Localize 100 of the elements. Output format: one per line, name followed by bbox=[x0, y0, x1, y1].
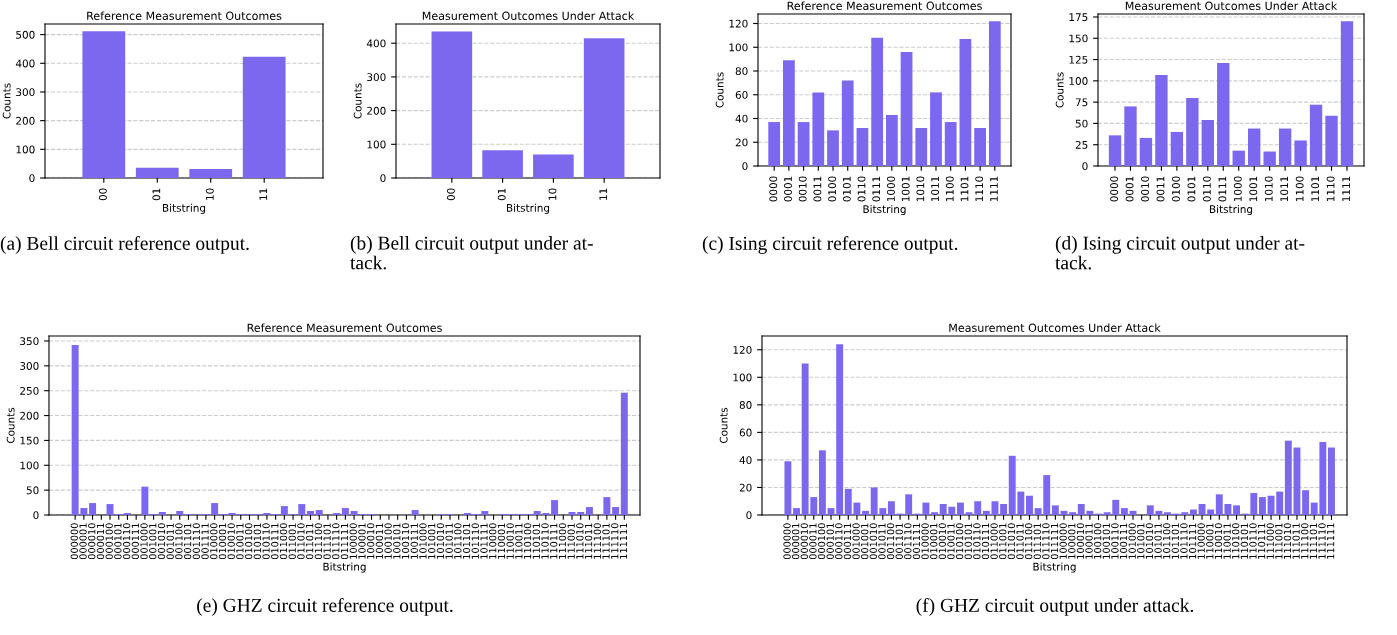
y-tick-label: 250 bbox=[20, 386, 39, 395]
x-tick-label: 0001 bbox=[1125, 176, 1134, 202]
x-tick-label: 110011 bbox=[1223, 523, 1231, 559]
y-tick-label: 120 bbox=[729, 19, 748, 28]
y-tick-label: 100 bbox=[20, 461, 39, 470]
chart-title: Measurement Outcomes Under Attack bbox=[422, 11, 635, 20]
chart-title: Reference Measurement Outcomes bbox=[787, 1, 982, 10]
bar bbox=[1155, 74, 1168, 166]
y-tick-label: 100 bbox=[729, 43, 748, 52]
bar bbox=[1233, 505, 1241, 515]
x-tick-label: 10 bbox=[205, 188, 214, 200]
x-tick-label: 000101 bbox=[114, 523, 122, 560]
bar bbox=[1325, 115, 1338, 166]
bar bbox=[1278, 128, 1292, 166]
bar bbox=[1170, 131, 1184, 166]
bar bbox=[1207, 509, 1215, 515]
x-tick-label: 000010 bbox=[88, 523, 96, 560]
bar bbox=[768, 122, 781, 166]
x-tick-label: 0010 bbox=[1141, 176, 1149, 202]
x-tick-label: 001001 bbox=[149, 523, 157, 560]
bar bbox=[1302, 490, 1310, 515]
x-tick-label: 01 bbox=[152, 188, 161, 201]
x-tick-label: 100000 bbox=[349, 523, 357, 559]
x-tick-label: 110010 bbox=[1214, 523, 1223, 559]
bar bbox=[1217, 62, 1230, 166]
bar bbox=[482, 150, 523, 178]
x-tick-label: 000000 bbox=[783, 523, 791, 560]
x-tick-label: 100000 bbox=[1059, 523, 1067, 559]
x-tick-label: 110111 bbox=[1257, 523, 1266, 559]
bar bbox=[887, 501, 895, 515]
x-tick-label: 001010 bbox=[869, 523, 877, 560]
x-tick-label: 100001 bbox=[358, 523, 366, 559]
x-tick-label: 100110 bbox=[401, 523, 410, 559]
bar bbox=[585, 507, 593, 515]
bar bbox=[158, 512, 166, 515]
bar bbox=[307, 511, 314, 515]
bar bbox=[988, 21, 1001, 166]
x-tick-label: 111000 bbox=[558, 523, 567, 559]
x-tick-label: 110101 bbox=[1240, 523, 1249, 559]
bar bbox=[1051, 505, 1059, 515]
bar bbox=[982, 510, 990, 515]
x-tick-label: 0000 bbox=[1110, 176, 1119, 202]
x-tick-label: 0111 bbox=[872, 176, 881, 202]
bar bbox=[944, 122, 957, 166]
bar bbox=[82, 31, 126, 178]
y-tick-label: 50 bbox=[1075, 119, 1088, 128]
bar bbox=[783, 60, 795, 166]
x-tick-label: 000011 bbox=[96, 523, 105, 560]
x-tick-label: 011011 bbox=[1016, 523, 1024, 560]
x-tick-label: 000100 bbox=[105, 523, 113, 560]
y-axis-title: Counts bbox=[2, 83, 11, 119]
x-tick-label: 011010 bbox=[297, 523, 305, 560]
x-tick-label: 010010 bbox=[227, 523, 235, 560]
bar bbox=[1309, 104, 1323, 166]
text: (a) Bell circuit reference output. bbox=[0, 236, 249, 254]
y-tick-label: 150 bbox=[20, 436, 39, 445]
x-tick-label: 0111 bbox=[1218, 176, 1227, 202]
x-axis-title: Bitstring bbox=[1033, 562, 1076, 573]
x-tick-label: 111101 bbox=[602, 523, 610, 559]
x-tick-label: 111111 bbox=[1327, 523, 1335, 559]
x-tick-label: 110010 bbox=[506, 523, 514, 559]
y-tick-label: 400 bbox=[15, 59, 35, 68]
bar bbox=[1069, 512, 1077, 515]
bar bbox=[189, 169, 233, 178]
x-tick-label: 000010 bbox=[800, 523, 808, 560]
bar bbox=[1120, 508, 1128, 515]
bar bbox=[1124, 106, 1137, 166]
x-tick-label: 1101 bbox=[1311, 176, 1320, 202]
x-tick-label: 101101 bbox=[462, 523, 471, 559]
y-tick-label: 0 bbox=[746, 511, 752, 520]
x-tick-label: 110100 bbox=[523, 523, 532, 559]
x-tick-label: 101110 bbox=[1180, 523, 1188, 559]
x-tick-label: 110110 bbox=[1249, 523, 1257, 559]
text: (c) Ising circuit reference output. bbox=[702, 236, 958, 254]
y-tick-label: 20 bbox=[735, 138, 748, 147]
y-tick-label: 20 bbox=[739, 483, 752, 492]
x-tick-label: 0110 bbox=[857, 176, 866, 202]
x-tick-label: 110101 bbox=[532, 523, 540, 559]
bar bbox=[1201, 120, 1214, 166]
bar bbox=[1328, 447, 1335, 515]
x-tick-label: 1110 bbox=[975, 176, 984, 202]
x-tick-label: 011110 bbox=[332, 523, 340, 560]
y-tick-label: 80 bbox=[739, 401, 752, 409]
x-tick-label: 1011 bbox=[931, 176, 940, 202]
x-tick-label: 100010 bbox=[1076, 523, 1085, 559]
y-tick-label: 25 bbox=[1075, 140, 1088, 149]
x-tick-label: 101111 bbox=[480, 523, 488, 559]
bar bbox=[612, 507, 620, 515]
x-tick-label: 1001 bbox=[1249, 176, 1258, 202]
x-tick-label: 0110 bbox=[1202, 176, 1211, 202]
x-tick-label: 101010 bbox=[436, 523, 445, 559]
x-axis-title: Bitstring bbox=[507, 203, 550, 214]
x-tick-label: 110001 bbox=[497, 523, 506, 559]
x-tick-label: 011111 bbox=[340, 523, 349, 560]
x-tick-label: 001111 bbox=[912, 523, 921, 560]
text: (f) GHZ circuit output under attack. bbox=[916, 598, 1194, 616]
x-tick-label: 00 bbox=[446, 188, 455, 201]
x-tick-label: 001000 bbox=[852, 523, 860, 560]
bar bbox=[135, 167, 179, 178]
x-tick-label: 0000 bbox=[769, 176, 778, 202]
